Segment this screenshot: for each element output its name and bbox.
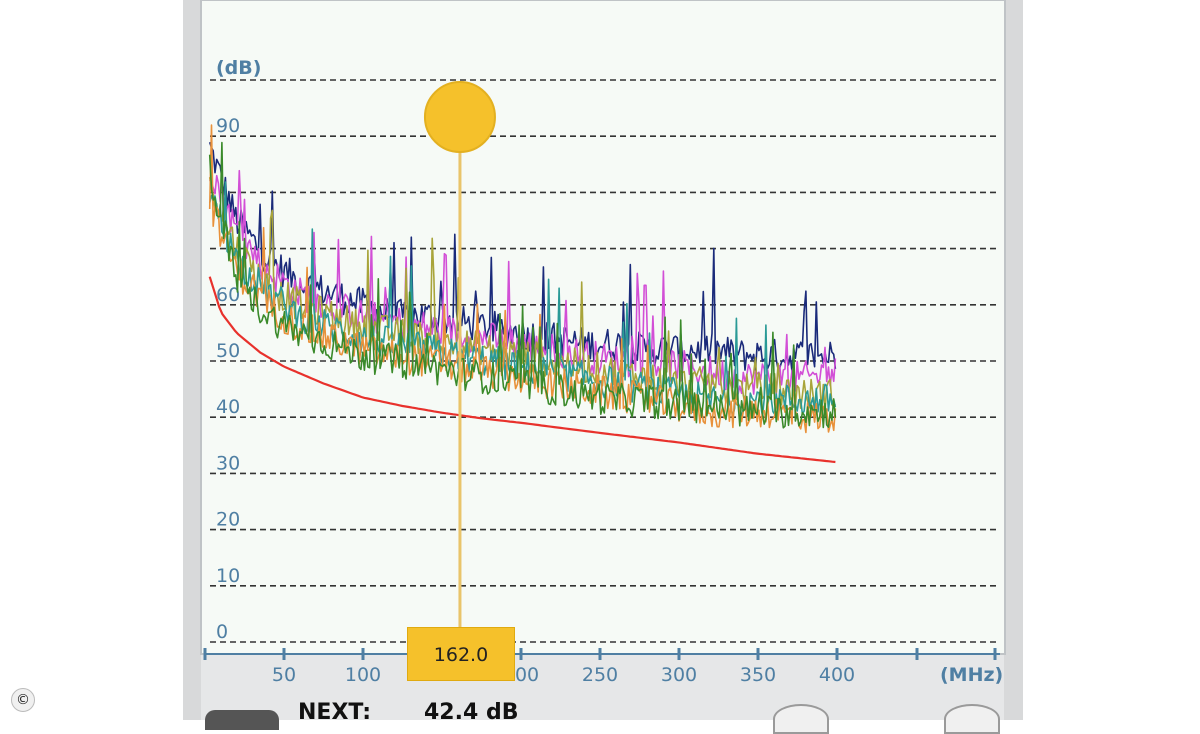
- y-tick-label-30: 30: [216, 452, 240, 474]
- zoom-out-button[interactable]: [773, 704, 829, 734]
- x-tick-label-350: 350: [740, 664, 776, 686]
- zoom-in-button[interactable]: [944, 704, 1000, 734]
- x-tick-label-400: 400: [819, 664, 855, 686]
- series-line-4: [208, 124, 837, 434]
- x-tick-label-250: 250: [582, 664, 618, 686]
- menu-button[interactable]: [205, 710, 279, 730]
- y-axis-unit: (dB): [216, 57, 261, 79]
- copyright-icon: ©: [11, 688, 35, 712]
- y-tick-label-50: 50: [216, 340, 240, 362]
- device-bezel-right: [1004, 0, 1023, 720]
- device-bezel-left: [183, 0, 201, 720]
- limit-line: [208, 276, 836, 464]
- x-tick-label-300: 300: [661, 664, 697, 686]
- y-tick-labels: 0 10 20 30 40 50 60 90: [216, 115, 240, 643]
- series-group: [208, 124, 837, 434]
- marker-handle-icon[interactable]: [423, 81, 496, 153]
- grid-lines: [210, 79, 1000, 643]
- x-tick-label-100: 100: [345, 664, 381, 686]
- y-tick-label-90: 90: [216, 115, 240, 137]
- plot-area: [200, 0, 1006, 655]
- y-tick-label-60: 60: [216, 284, 240, 306]
- marker-value-label[interactable]: 162.0: [407, 627, 515, 681]
- x-axis-unit: (MHz): [940, 664, 1003, 686]
- x-ticks: 50 100 200 250 300 350 400: [203, 648, 997, 686]
- readout-label: NEXT:: [298, 700, 372, 725]
- series-line-5: [208, 141, 837, 429]
- x-tick-label-50: 50: [272, 664, 296, 686]
- y-tick-label-20: 20: [216, 509, 240, 531]
- y-tick-label-40: 40: [216, 396, 240, 418]
- y-tick-label-10: 10: [216, 565, 240, 587]
- y-tick-label-0: 0: [216, 621, 228, 643]
- readout-value: 42.4 dB: [424, 700, 519, 725]
